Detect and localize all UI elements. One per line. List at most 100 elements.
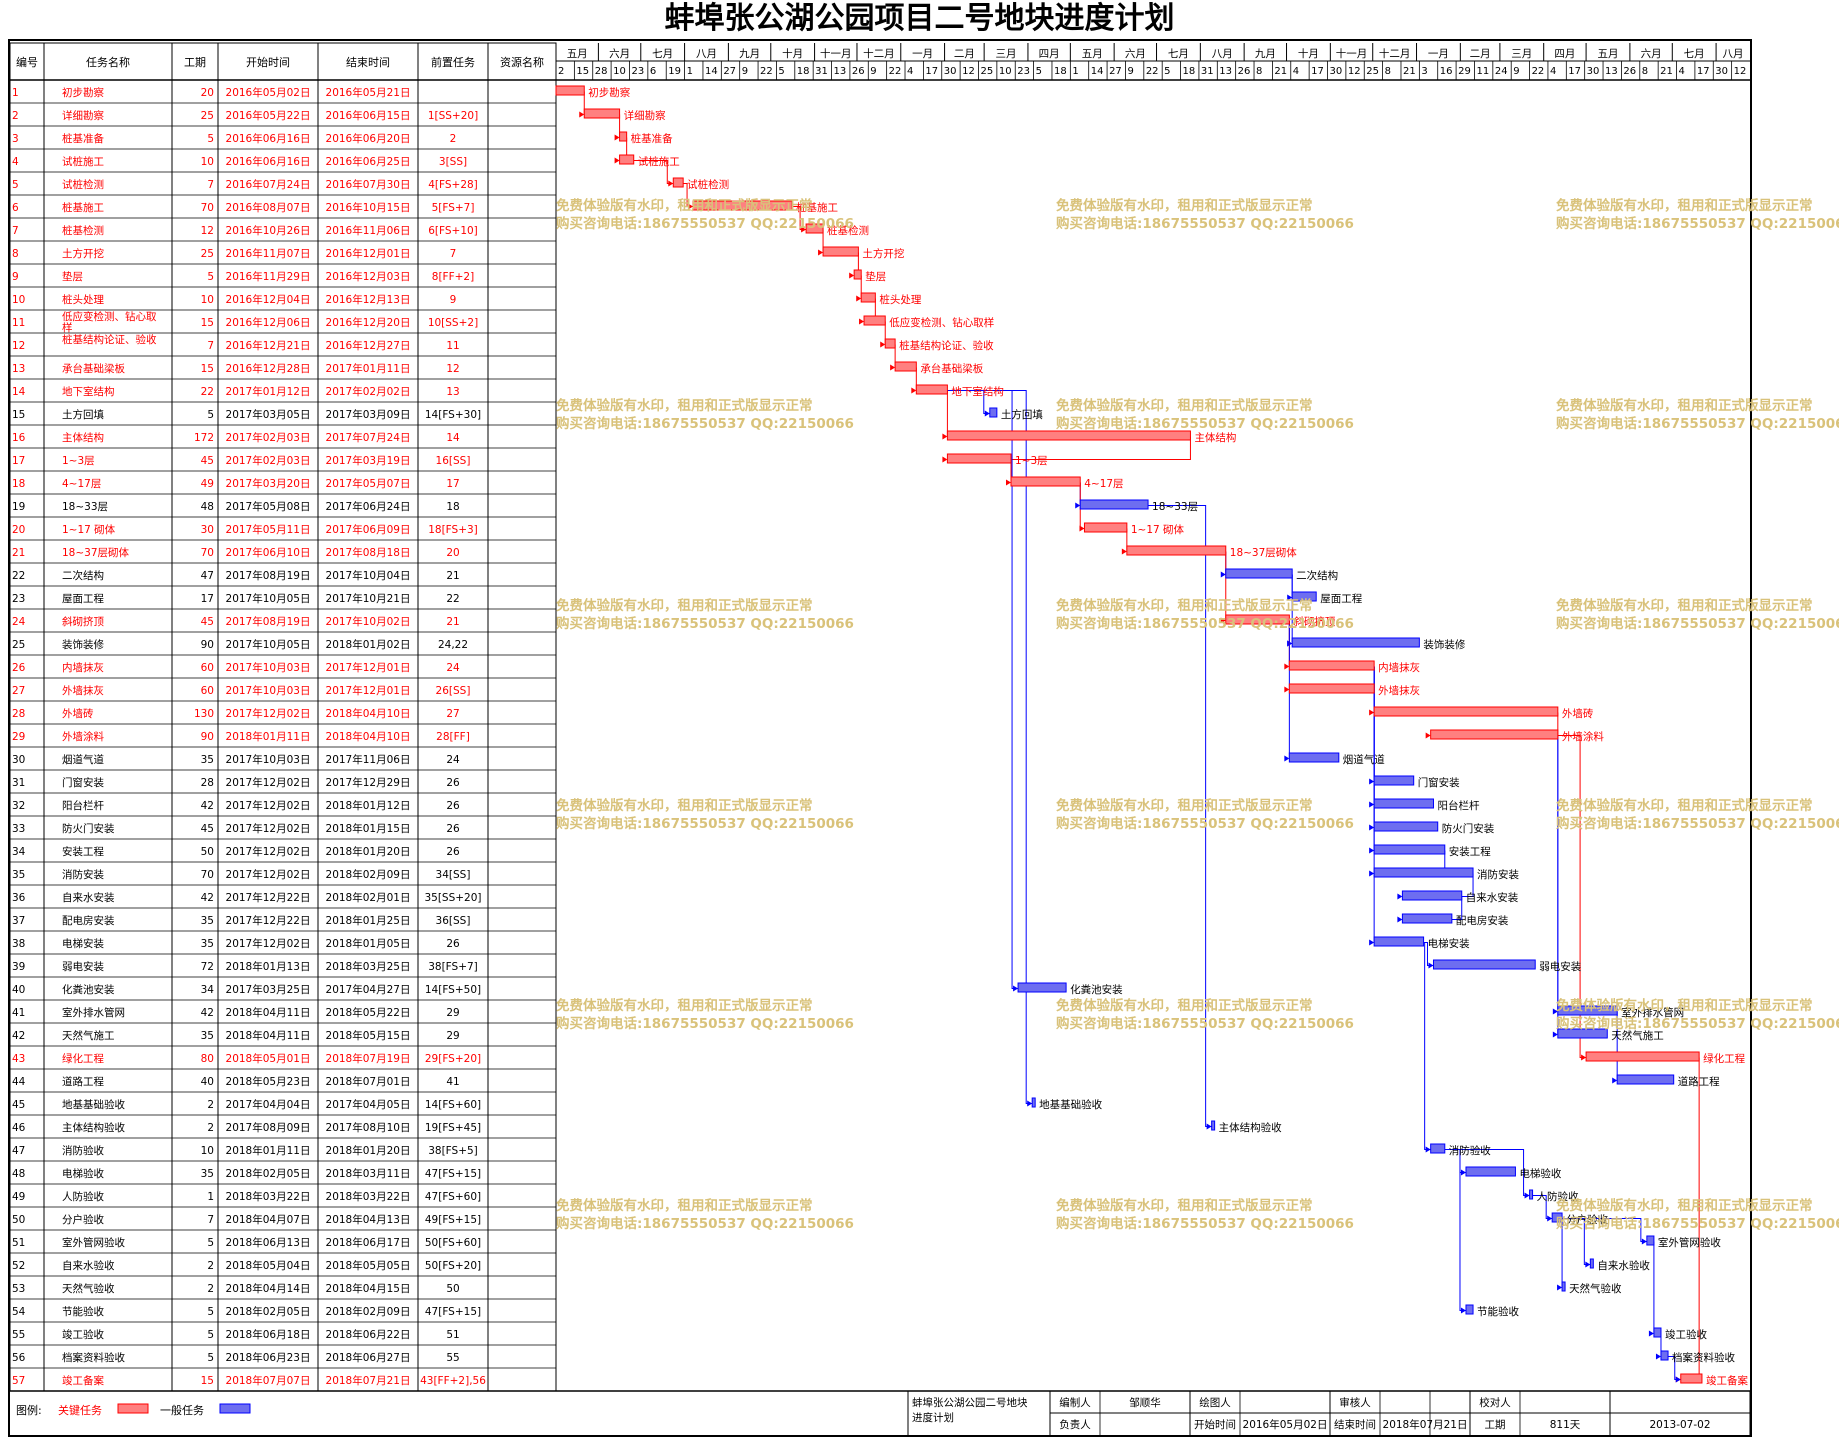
task-end: 2017年12月01日 [326,661,411,674]
week-label: 24 [1495,66,1508,77]
month-label: 七月 [1684,48,1705,60]
week-label: 5 [1164,66,1170,77]
task-duration: 35 [201,938,214,950]
task-name: 门窗安装 [62,776,104,789]
task-start: 2017年10月05日 [226,592,311,605]
dependency-arrow [1552,1008,1558,1015]
week-label: 30 [944,66,957,77]
legend-critical-swatch [117,1403,149,1414]
week-label: 21 [1660,66,1673,77]
dependency-arrow [1005,479,1011,486]
task-duration: 42 [201,800,214,812]
watermark-line2: 购买咨询电话:18675550537 QQ:22150066 [1556,615,1839,632]
task-id: 57 [12,1375,25,1387]
gantt-bar [1680,1373,1703,1384]
task-id: 32 [12,800,25,812]
dependency-arrow [1121,548,1127,555]
task-id: 24 [12,616,26,628]
task-predecessor: 14[FS+30] [425,409,481,421]
task-end: 2018年01月25日 [326,914,411,927]
watermark-line1: 免费体验版有水印，租用和正式版显示正常 [556,397,813,414]
task-predecessor: 47[FS+15] [425,1306,481,1318]
task-predecessor: 5[FS+7] [432,202,475,214]
dependency-arrow [1648,1330,1654,1337]
task-id: 54 [12,1306,26,1318]
task-predecessor: 26 [446,938,460,950]
task-end: 2018年02月09日 [326,1305,411,1318]
watermark-line1: 免费体验版有水印，租用和正式版显示正常 [556,597,813,614]
week-label: 10 [613,66,626,77]
bar-label: 防火门安装 [1442,822,1495,835]
week-label: 17 [1311,66,1324,77]
task-id: 33 [12,823,25,835]
gantt-bar [1031,1097,1036,1108]
task-predecessor: 29 [446,1007,459,1019]
bar-label: 竣工备案 [1706,1374,1748,1387]
dependency-arrow [880,341,886,348]
task-start: 2018年04月11日 [226,1006,311,1019]
task-predecessor: 35[SS+20] [424,892,481,904]
gantt-bar [1291,591,1317,602]
task-predecessor: 22 [446,593,459,605]
header-id: 编号 [16,55,38,69]
task-id: 40 [12,984,25,996]
task-start: 2016年12月21日 [226,339,311,352]
week-label: 25 [980,66,993,77]
gantt-bar [1373,798,1434,809]
header-start: 开始时间 [246,55,290,69]
task-end: 2016年06月25日 [326,155,411,168]
dependency-arrow [856,295,862,302]
task-start: 2017年08月09日 [226,1121,311,1134]
task-predecessor: 55 [446,1352,459,1364]
gantt-bar [860,292,876,303]
task-duration: 45 [201,823,214,835]
bar-label: 消防安装 [1477,868,1519,881]
task-duration: 35 [201,915,214,927]
task-end: 2018年03月11日 [326,1167,411,1180]
task-start: 2018年06月23日 [226,1351,311,1364]
task-end: 2017年01月11日 [326,362,411,375]
footer-dur: 811天 [1550,1419,1581,1431]
watermark-line1: 免费体验版有水印，租用和正式版显示正常 [1556,997,1813,1014]
week-label: 15 [576,66,589,77]
dependency-arrow [859,318,865,325]
task-name: 主体结构 [62,431,104,444]
watermark-line1: 免费体验版有水印，租用和正式版显示正常 [1056,597,1313,614]
gantt-bar [1373,775,1415,786]
dependency-arrow [688,203,694,210]
task-predecessor: 24,22 [438,639,468,651]
task-predecessor: 17 [446,478,459,490]
task-predecessor: 11 [446,340,459,352]
task-duration: 10 [201,156,214,168]
bar-label: 弱电安装 [1539,960,1581,973]
dependency-link [947,390,1019,989]
month-label: 六月 [1125,48,1146,60]
task-end: 2017年03月09日 [326,408,411,421]
task-end: 2017年10月04日 [326,569,411,582]
footer-date: 2013-07-02 [1649,1419,1710,1431]
bar-label: 绿化工程 [1703,1052,1745,1065]
bar-label: 18~37层砌体 [1230,547,1298,559]
task-name: 人防验收 [62,1190,104,1203]
watermark-line2: 购买咨询电话:18675550537 QQ:22150066 [556,415,854,432]
task-start: 2016年12月06日 [226,316,311,329]
task-end: 2016年12月03日 [326,270,411,283]
task-id: 18 [12,478,25,490]
gantt-bar [989,407,998,418]
task-predecessor: 29[FS+20] [425,1053,481,1065]
task-duration: 60 [201,685,214,697]
task-predecessor: 8[FF+2] [432,271,474,283]
task-duration: 72 [201,961,214,973]
task-predecessor: 27 [446,708,459,720]
task-end: 2018年04月10日 [326,730,411,743]
task-predecessor: 20 [446,547,459,559]
gantt-bar [1660,1350,1669,1361]
bar-label: 外墙涂料 [1562,730,1604,743]
task-end: 2018年05月22日 [326,1006,411,1019]
footer-end: 2018年07月21日 [1383,1418,1468,1431]
task-end: 2018年02月01日 [326,891,411,904]
task-predecessor: 43[FF+2],56 [420,1375,486,1387]
task-end: 2018年07月19日 [326,1052,411,1065]
task-predecessor: 16[SS] [436,455,471,467]
